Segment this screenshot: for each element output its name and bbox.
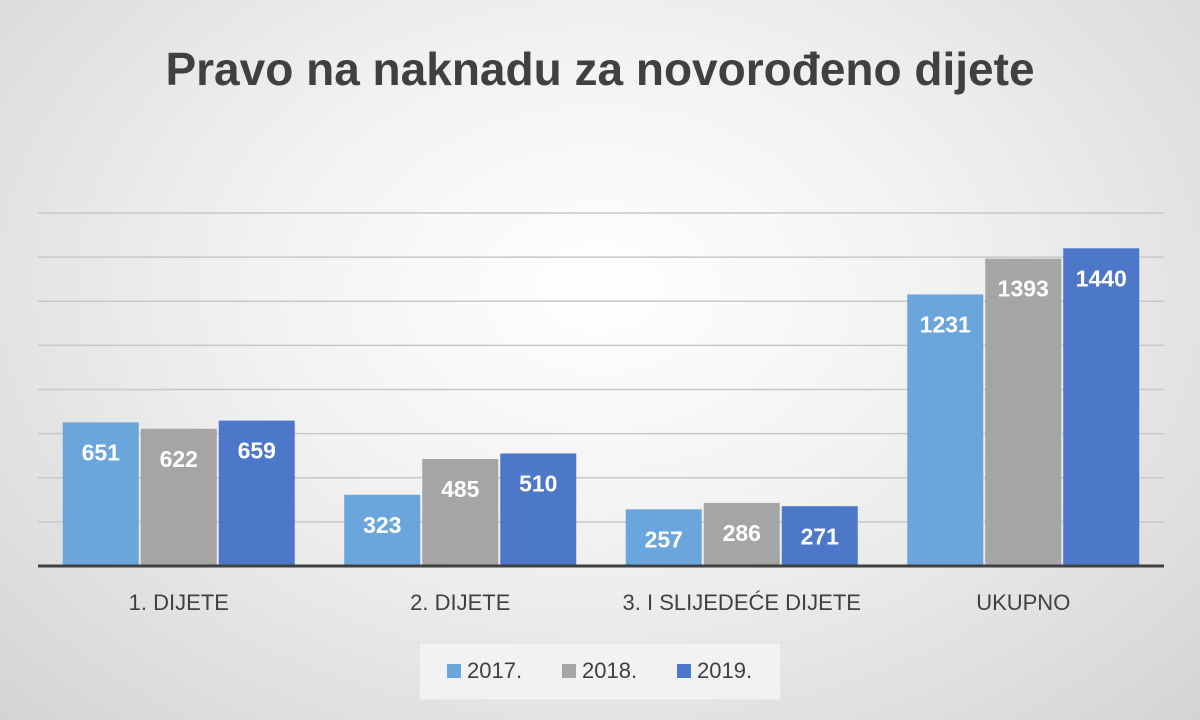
- data-label: 659: [238, 438, 276, 464]
- bar: [1063, 248, 1140, 567]
- bar: [62, 422, 139, 566]
- data-label: 323: [363, 512, 401, 538]
- legend-label: 2018.: [582, 658, 637, 683]
- bar: [907, 294, 984, 566]
- data-label: 510: [519, 471, 557, 497]
- bar: [703, 502, 780, 566]
- data-label: 651: [82, 439, 121, 465]
- data-label: 1440: [1076, 265, 1127, 291]
- bar: [140, 428, 217, 566]
- data-label: 257: [645, 526, 683, 552]
- bar: [500, 453, 577, 566]
- x-tick-label: UKUPNO: [976, 590, 1070, 615]
- bar: [344, 494, 421, 566]
- legend-box: [418, 642, 782, 701]
- data-label: 1393: [998, 276, 1049, 302]
- x-tick-label: 2. DIJETE: [410, 590, 510, 615]
- legend-label: 2019.: [697, 658, 752, 683]
- data-label: 271: [801, 523, 840, 549]
- data-label: 485: [441, 476, 480, 502]
- chart-title: Pravo na naknadu za novorođeno dijete: [165, 43, 1035, 95]
- legend-swatch: [562, 664, 576, 678]
- data-label: 286: [723, 520, 761, 546]
- legend-swatch: [677, 664, 691, 678]
- bar: [422, 458, 499, 566]
- bar: [218, 420, 295, 566]
- bar: [985, 258, 1062, 566]
- legend-label: 2017.: [467, 658, 522, 683]
- data-label: 622: [160, 446, 198, 472]
- legend-swatch: [447, 664, 461, 678]
- x-tick-label: 1. DIJETE: [129, 590, 229, 615]
- bar: [781, 506, 858, 566]
- bar: [625, 509, 702, 566]
- x-tick-label: 3. I SLIJEDEĆE DIJETE: [623, 590, 861, 615]
- data-label: 1231: [920, 311, 971, 337]
